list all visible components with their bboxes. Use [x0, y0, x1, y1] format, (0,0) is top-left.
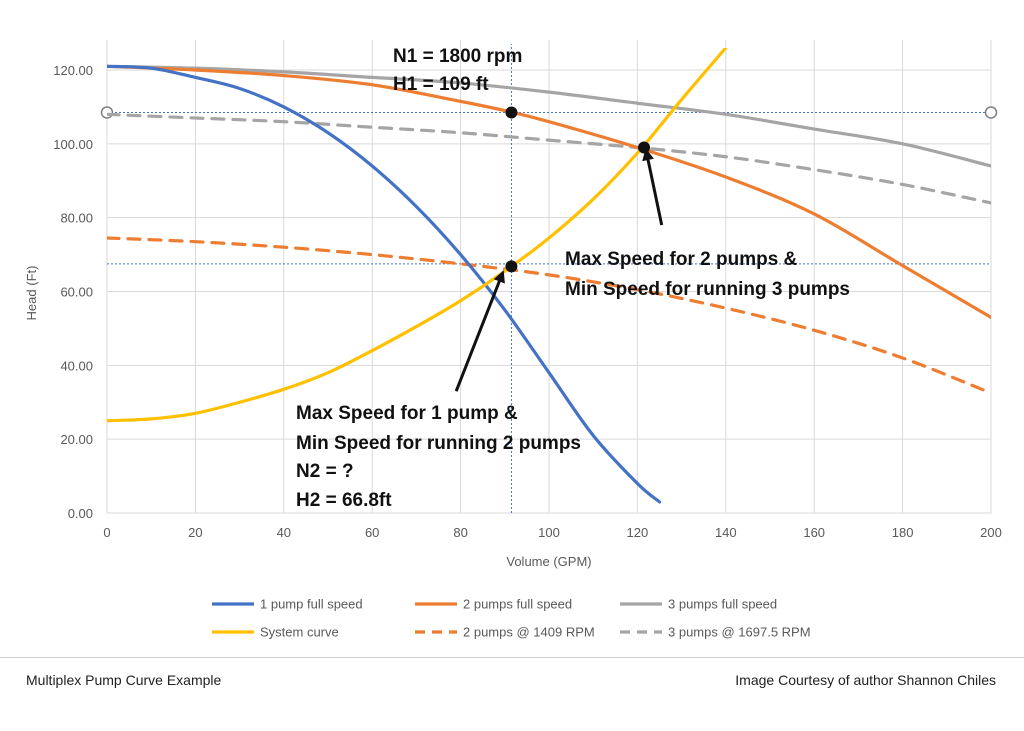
y-tick-label: 40.00 [60, 358, 93, 373]
x-tick-label: 180 [892, 525, 914, 540]
caption-credit: Image Courtesy of author Shannon Chiles [735, 672, 996, 688]
series-line-2-pumps-full-speed [107, 64, 991, 319]
reference-line-handle [100, 106, 114, 119]
intersection-marker [638, 141, 651, 154]
x-axis-title: Volume (GPM) [506, 554, 591, 569]
reference-line-handle [984, 106, 998, 119]
series-line-1-pump-full-speed [107, 64, 662, 504]
legend: 1 pump full speed 2 pumps full speed 3 pum… [212, 597, 811, 640]
series-lines [107, 48, 991, 504]
legend-label: 3 pumps @ 1697.5 RPM [668, 625, 811, 640]
grid [106, 40, 992, 514]
legend-label: 1 pump full speed [260, 597, 363, 612]
caption-title: Multiplex Pump Curve Example [26, 672, 222, 688]
series-line-3-pumps-full-speed [107, 64, 991, 168]
y-tick-label: 120.00 [53, 63, 93, 78]
x-tick-label: 160 [803, 525, 825, 540]
annotation-n2: N2 = ? [296, 461, 354, 482]
annotation-min-speed-2-pumps: Min Speed for running 2 pumps [296, 433, 581, 454]
annotation-min-speed-3-pumps: Min Speed for running 3 pumps [565, 279, 850, 300]
y-tick-label: 60.00 [60, 285, 93, 300]
y-tick-label: 100.00 [53, 137, 93, 152]
annotation-n1: N1 = 1800 rpm [393, 46, 522, 67]
x-tick-label: 140 [715, 525, 737, 540]
x-tick-label: 100 [538, 525, 560, 540]
x-tick-label: 120 [627, 525, 649, 540]
series-line-system-curve [107, 48, 728, 423]
annotation-h2: H2 = 66.8ft [296, 490, 392, 511]
caption-divider [0, 657, 1024, 658]
axes: 0 20 40 60 80 100 120 140 160 180 200 0.00 20.00 40.0… [53, 63, 1002, 540]
x-tick-label: 80 [453, 525, 467, 540]
x-tick-label: 60 [365, 525, 379, 540]
x-tick-label: 200 [980, 525, 1002, 540]
intersection-marker [505, 106, 518, 119]
y-tick-label: 0.00 [68, 506, 93, 521]
annotation-arrow [642, 148, 664, 226]
y-tick-label: 80.00 [60, 211, 93, 226]
y-axis-title: Head (Ft) [24, 266, 39, 321]
y-tick-label: 20.00 [60, 432, 93, 447]
legend-label: 2 pumps @ 1409 RPM [463, 625, 595, 640]
legend-label: 2 pumps full speed [463, 597, 572, 612]
intersection-marker [505, 260, 518, 273]
x-tick-label: 20 [188, 525, 202, 540]
annotation-h1: H1 = 109 ft [393, 74, 489, 95]
x-tick-label: 40 [277, 525, 291, 540]
series-line-2-pumps-1409-rpm [107, 236, 991, 395]
legend-label: System curve [260, 625, 339, 640]
series-line-3-pumps-1697-5-rpm [107, 112, 991, 205]
annotation-arrows [454, 148, 664, 392]
annotation-arrow [454, 270, 505, 392]
annotation-max-speed-2-pumps: Max Speed for 2 pumps & [565, 249, 798, 270]
x-tick-label: 0 [103, 525, 110, 540]
legend-label: 3 pumps full speed [668, 597, 777, 612]
annotation-max-speed-1-pump: Max Speed for 1 pump & [296, 403, 518, 424]
